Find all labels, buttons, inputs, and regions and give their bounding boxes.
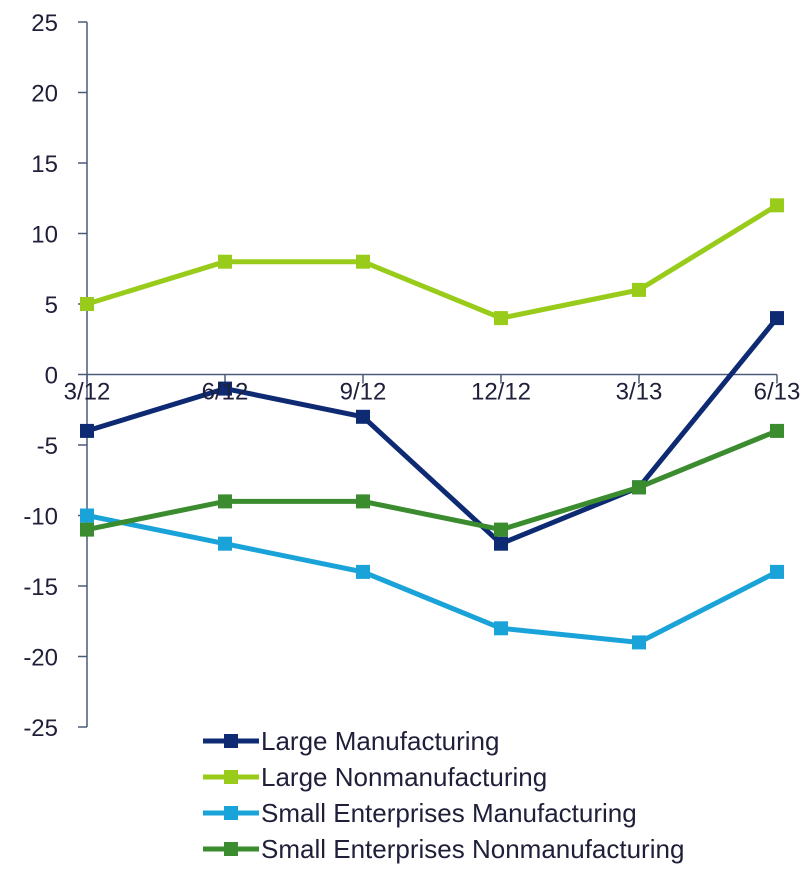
data-point-s0-5	[770, 311, 784, 326]
data-point-s0-3	[494, 536, 508, 551]
y-tick-label: -10	[23, 504, 58, 531]
y-tick-label: 25	[31, 10, 58, 37]
series-line-1	[86, 203, 779, 321]
legend-marker-2	[224, 806, 238, 820]
data-point-s1-0	[80, 297, 94, 311]
y-tick-label: -15	[23, 574, 58, 601]
data-point-s2-5	[770, 564, 784, 579]
x-tick-label: 6/12	[202, 379, 249, 406]
x-tick-label: 6/13	[754, 379, 801, 406]
data-point-s2-1	[218, 536, 232, 551]
x-tick-label: 3/13	[616, 379, 663, 406]
y-tick-label: -20	[23, 645, 58, 672]
legend-marker-0	[224, 734, 238, 748]
series-line-3	[86, 428, 778, 533]
y-tick-label: 0	[45, 363, 58, 390]
x-tick-label: 3/12	[64, 379, 111, 406]
series-line-0	[86, 316, 779, 547]
data-point-s3-5	[770, 423, 784, 438]
data-point-s0-1	[218, 381, 232, 396]
y-tick-label: 10	[31, 222, 58, 249]
data-point-s1-3	[494, 311, 508, 326]
data-point-s1-1	[218, 254, 232, 269]
y-tick-label: 5	[45, 292, 58, 319]
data-point-s0-0	[80, 423, 94, 438]
x-tick-label: 9/12	[340, 379, 387, 406]
data-point-s3-3	[494, 522, 508, 537]
x-tick-labels: 3/12 6/12 9/12 12/12 3/13 6/13	[64, 379, 801, 406]
series-line-2	[86, 513, 779, 645]
data-point-s1-2	[356, 254, 370, 269]
series-layer	[80, 198, 784, 650]
data-point-s3-0	[80, 522, 94, 537]
data-point-s1-5	[770, 198, 784, 213]
legend-label-3: Small Enterprises Nonmanufacturing	[261, 834, 684, 864]
data-point-s2-3	[494, 621, 508, 636]
data-point-s1-4	[632, 282, 646, 297]
legend-label-2: Small Enterprises Manufacturing	[261, 798, 637, 828]
y-tick-label: 15	[31, 151, 58, 178]
chart-axes: 25 20 15 10 5 0 -5 -10 -15 -20 -25	[23, 10, 778, 742]
y-tick-label: -25	[23, 715, 58, 742]
legend-label-1: Large Nonmanufacturing	[261, 762, 547, 792]
legend-label-0: Large Manufacturing	[261, 726, 499, 756]
legend-marker-1	[224, 770, 238, 784]
data-point-s2-4	[632, 635, 646, 650]
data-point-s3-4	[632, 480, 646, 495]
legend-marker-3	[224, 842, 238, 856]
data-point-s2-0	[80, 508, 94, 523]
y-tick-label: -5	[37, 433, 58, 460]
data-point-s2-2	[356, 564, 370, 579]
legend: Large Manufacturing Large Nonmanufacturin…	[203, 726, 684, 864]
data-point-s0-2	[356, 409, 370, 424]
x-tick-label: 12/12	[471, 379, 531, 406]
data-point-s3-1	[218, 494, 232, 509]
data-point-s3-2	[356, 494, 370, 509]
y-tick-label: 20	[31, 81, 58, 108]
